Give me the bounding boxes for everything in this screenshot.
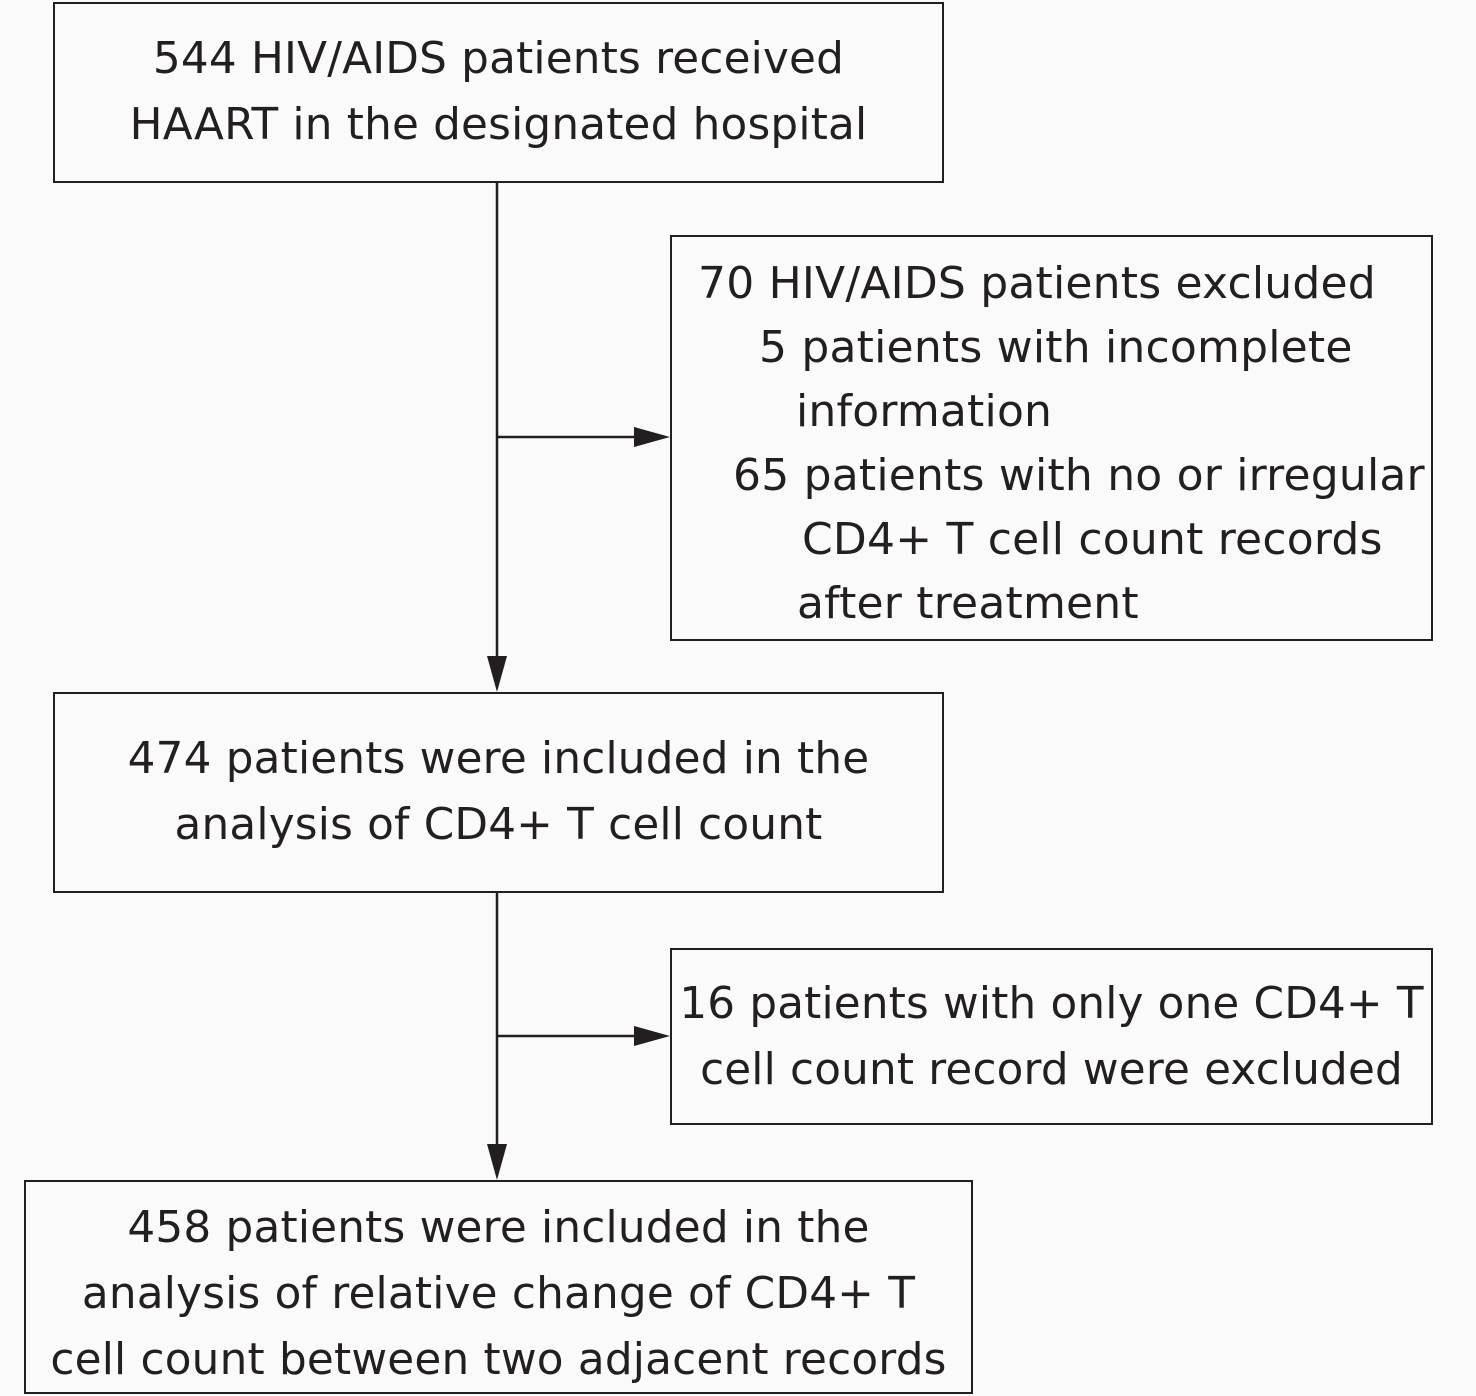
included-2-line-2: analysis of relative change of CD4+ T bbox=[81, 1268, 916, 1319]
exclusion-1-item-2-cont-2: after treatment bbox=[797, 578, 1139, 629]
arrowhead-to-included-2 bbox=[487, 1144, 507, 1180]
included-box-1: 474 patients were included in the analys… bbox=[53, 692, 944, 893]
start-box-line-1: 544 HIV/AIDS patients received bbox=[152, 33, 845, 84]
arrowhead-to-exclusion-1 bbox=[634, 427, 670, 447]
included-1-line-2: analysis of CD4+ T cell count bbox=[174, 799, 823, 850]
arrowhead-to-exclusion-2 bbox=[634, 1026, 670, 1046]
exclusion-box-1: 70 HIV/AIDS patients excluded 5 patients… bbox=[670, 235, 1433, 641]
arrowhead-to-included-1 bbox=[487, 656, 507, 692]
exclusion-1-item-1-cont: information bbox=[796, 386, 1053, 437]
start-box: 544 HIV/AIDS patients received HAART in … bbox=[53, 2, 944, 183]
exclusion-1-item-2-cont-1: CD4+ T cell count records bbox=[802, 514, 1383, 565]
included-2-line-1: 458 patients were included in the bbox=[127, 1202, 870, 1253]
exclusion-2-line-2: cell count record were excluded bbox=[700, 1044, 1403, 1095]
included-box-2: 458 patients were included in the analys… bbox=[24, 1180, 973, 1394]
exclusion-1-item-2: 65 patients with no or irregular bbox=[733, 450, 1425, 501]
exclusion-2-line-1: 16 patients with only one CD4+ T bbox=[679, 978, 1424, 1029]
start-box-line-2: HAART in the designated hospital bbox=[129, 99, 868, 150]
exclusion-1-item-1: 5 patients with incomplete bbox=[759, 322, 1353, 373]
exclusion-box-2: 16 patients with only one CD4+ T cell co… bbox=[670, 948, 1433, 1125]
exclusion-1-heading: 70 HIV/AIDS patients excluded bbox=[698, 258, 1376, 309]
included-1-line-1: 474 patients were included in the bbox=[127, 733, 870, 784]
included-2-line-3: cell count between two adjacent records bbox=[50, 1334, 947, 1385]
